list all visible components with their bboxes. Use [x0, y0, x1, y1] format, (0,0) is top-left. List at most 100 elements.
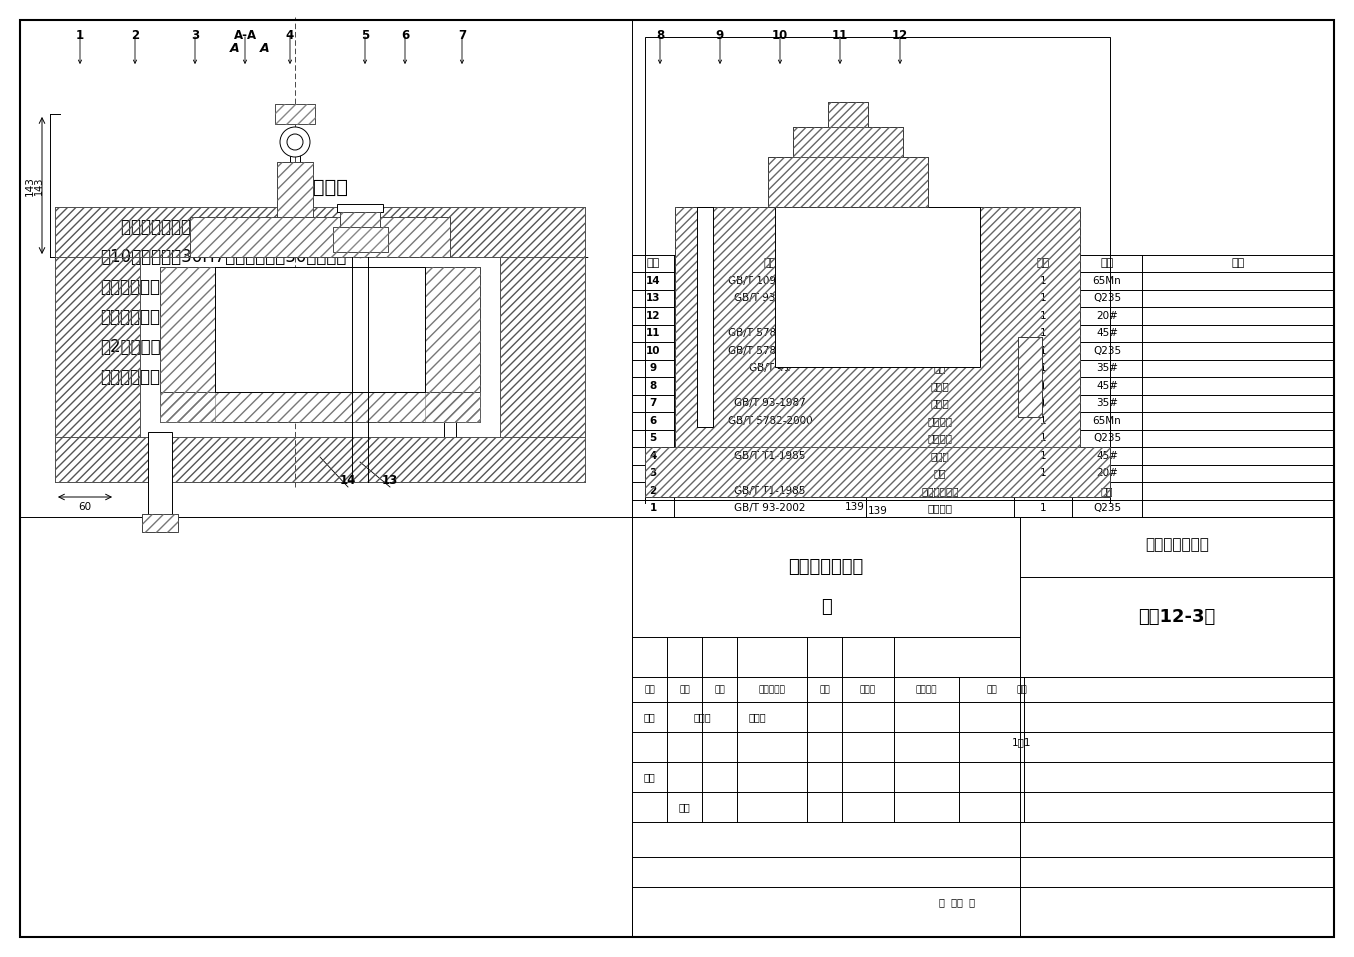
- Text: 65Mn: 65Mn: [1093, 276, 1121, 286]
- Text: A: A: [260, 42, 269, 56]
- Text: 锁紧螺母: 锁紧螺母: [927, 328, 952, 338]
- Text: Q235: Q235: [1093, 293, 1121, 303]
- Text: 钻套: 钻套: [934, 468, 946, 478]
- Text: 1: 1: [1040, 434, 1047, 443]
- Text: 20#: 20#: [1095, 311, 1118, 321]
- Bar: [768, 157, 927, 207]
- Text: 夹具体: 夹具体: [930, 381, 949, 390]
- Bar: [500, 257, 585, 437]
- Bar: [340, 212, 380, 242]
- Text: 年月日: 年月日: [860, 685, 876, 694]
- Bar: [500, 257, 585, 437]
- Text: 代号: 代号: [764, 258, 777, 268]
- Text: 重量: 重量: [986, 685, 997, 694]
- Text: 标记: 标记: [645, 685, 655, 694]
- Text: 螺旋辅助支撑: 螺旋辅助支撑: [921, 486, 959, 496]
- Bar: [275, 104, 315, 124]
- Text: GB/T T1-1985: GB/T T1-1985: [734, 486, 806, 496]
- Text: 60: 60: [79, 502, 92, 512]
- Bar: [697, 207, 714, 427]
- Text: 可调支承钉: 可调支承钉: [925, 311, 956, 321]
- Text: 阶段标记: 阶段标记: [915, 685, 937, 694]
- Bar: [1018, 337, 1043, 417]
- Bar: [827, 102, 868, 127]
- Text: 30H7: 30H7: [283, 298, 307, 306]
- Text: 13e6: 13e6: [359, 273, 382, 281]
- Text: 2: 2: [650, 486, 657, 496]
- Text: 20#: 20#: [1095, 468, 1118, 478]
- Text: 夹紧螺母: 夹紧螺母: [927, 434, 952, 443]
- Text: 143: 143: [24, 176, 35, 196]
- Text: 35#: 35#: [1095, 398, 1118, 409]
- Text: 4: 4: [650, 451, 657, 460]
- Text: 8: 8: [655, 29, 663, 42]
- Text: GB/T 93-1987: GB/T 93-1987: [734, 398, 806, 409]
- Text: 更改文件号: 更改文件号: [758, 685, 785, 694]
- Text: GB/T T1-1985: GB/T T1-1985: [734, 451, 806, 460]
- Text: 钻模板: 钻模板: [930, 451, 949, 460]
- Bar: [425, 267, 481, 422]
- Text: 1: 1: [1040, 276, 1047, 286]
- Text: 1: 1: [1040, 451, 1047, 460]
- Text: 5: 5: [362, 29, 370, 42]
- Bar: [333, 227, 389, 252]
- Text: 1: 1: [1040, 468, 1047, 478]
- Text: 圆锥销: 圆锥销: [930, 345, 949, 356]
- Text: 13: 13: [382, 474, 398, 487]
- Text: 1: 1: [1040, 293, 1047, 303]
- Bar: [56, 437, 585, 482]
- Text: 14: 14: [646, 276, 661, 286]
- Text: 143: 143: [34, 177, 43, 195]
- Bar: [278, 162, 313, 217]
- Text: 的10孔。工件以30H7孔及其端面、30的凸台面: 的10孔。工件以30H7孔及其端面、30的凸台面: [100, 248, 347, 266]
- Text: 审核: 审核: [643, 772, 655, 782]
- Text: 比例: 比例: [1017, 685, 1028, 694]
- Text: 设计: 设计: [643, 712, 655, 722]
- Text: 1: 1: [1040, 345, 1047, 356]
- Bar: [56, 257, 139, 437]
- Bar: [645, 447, 1110, 497]
- Text: 1: 1: [1040, 364, 1047, 373]
- Bar: [160, 267, 215, 422]
- Text: 65Mn: 65Mn: [1093, 415, 1121, 426]
- Text: 9: 9: [650, 364, 657, 373]
- Bar: [827, 102, 868, 127]
- Text: 材料: 材料: [1101, 258, 1113, 268]
- Text: 批准: 批准: [678, 802, 691, 812]
- Bar: [645, 37, 1110, 497]
- Text: Q235: Q235: [1093, 434, 1121, 443]
- Text: Q235: Q235: [1093, 345, 1121, 356]
- Text: 签名: 签名: [819, 685, 830, 694]
- Bar: [278, 162, 313, 217]
- Bar: [190, 217, 450, 257]
- Text: 1: 1: [1040, 415, 1047, 426]
- Text: GB/T 5782-2000: GB/T 5782-2000: [727, 415, 812, 426]
- Bar: [768, 157, 927, 207]
- Bar: [340, 212, 380, 242]
- Text: 在台阶面定位销7、支承钉11上定位。钻10孔: 在台阶面定位销7、支承钉11上定位。钻10孔: [100, 278, 322, 296]
- Text: 此夹具适合大批量生产。: 此夹具适合大批量生产。: [100, 368, 210, 386]
- Text: 撑2。当支承2与工件接触后，用螺母1夹紧。: 撑2。当支承2与工件接触后，用螺母1夹紧。: [100, 338, 311, 356]
- Text: 本夹具使用在立式钻床上上，加工杠杆上: 本夹具使用在立式钻床上上，加工杠杆上: [100, 218, 301, 236]
- Text: 139: 139: [845, 502, 865, 512]
- Bar: [676, 207, 1080, 447]
- Text: Q235: Q235: [1093, 503, 1121, 513]
- Bar: [56, 257, 139, 437]
- Text: 12: 12: [892, 29, 909, 42]
- Text: 35#: 35#: [1095, 364, 1118, 373]
- Text: 11: 11: [831, 29, 848, 42]
- Text: 10: 10: [646, 345, 661, 356]
- Text: 螺钉: 螺钉: [934, 364, 946, 373]
- Text: GB/T 5782-2000: GB/T 5782-2000: [727, 345, 812, 356]
- Bar: [160, 392, 481, 422]
- Circle shape: [287, 134, 303, 150]
- Text: GB/T 1096-2003: GB/T 1096-2003: [727, 276, 812, 286]
- Circle shape: [280, 127, 310, 157]
- Text: A-A: A-A: [233, 29, 256, 42]
- Text: 45#: 45#: [1095, 381, 1118, 390]
- Text: 12: 12: [646, 311, 661, 321]
- Text: GB/T 5782-2000: GB/T 5782-2000: [727, 328, 812, 338]
- Text: 个数: 个数: [1036, 258, 1049, 268]
- Text: 定位销: 定位销: [930, 398, 949, 409]
- Text: 技术要求: 技术要求: [302, 177, 348, 196]
